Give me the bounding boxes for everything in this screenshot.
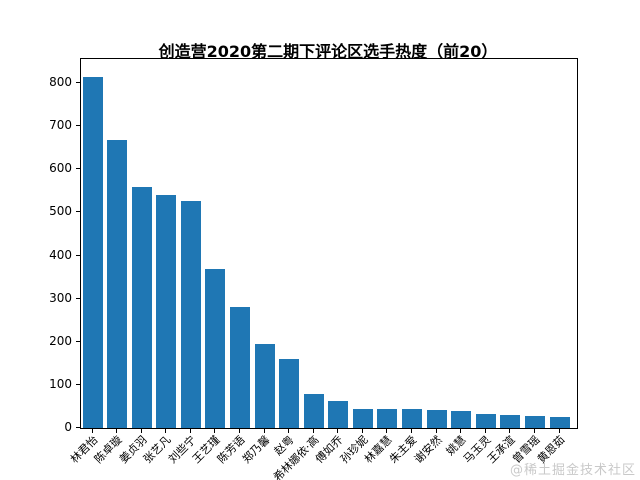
x-tick-mark bbox=[411, 429, 413, 433]
x-tick-mark bbox=[91, 429, 93, 433]
y-tick-mark bbox=[76, 297, 80, 299]
y-tick-mark bbox=[76, 82, 80, 84]
bar bbox=[328, 401, 349, 428]
y-tick-label: 300 bbox=[49, 290, 72, 305]
x-tick-mark bbox=[337, 429, 339, 433]
y-tick-label: 200 bbox=[49, 333, 72, 348]
chart-title: 创造营2020第二期下评论区选手热度（前20） bbox=[158, 42, 498, 61]
x-tick-mark bbox=[435, 429, 437, 433]
bar bbox=[451, 411, 472, 428]
y-tick-mark bbox=[76, 383, 80, 385]
x-tick-mark bbox=[189, 429, 191, 433]
y-tick-label: 0 bbox=[64, 420, 72, 434]
x-tick-mark bbox=[558, 429, 560, 433]
y-tick-mark bbox=[76, 125, 80, 127]
bar bbox=[475, 414, 496, 428]
y-tick-label: 700 bbox=[49, 118, 72, 133]
x-tick-mark bbox=[116, 429, 118, 433]
y-tick-label: 100 bbox=[49, 376, 72, 391]
x-tick-mark bbox=[484, 429, 486, 433]
bar bbox=[279, 359, 300, 428]
x-tick-mark bbox=[165, 429, 167, 433]
y-tick-label: 600 bbox=[49, 161, 72, 176]
bar bbox=[500, 415, 521, 428]
x-tick-mark bbox=[140, 429, 142, 433]
y-tick-label: 800 bbox=[49, 75, 72, 90]
bar bbox=[352, 409, 373, 428]
y-tick-mark bbox=[76, 211, 80, 213]
x-tick-mark bbox=[509, 429, 511, 433]
x-tick-mark bbox=[263, 429, 265, 433]
x-tick-mark bbox=[533, 429, 535, 433]
y-tick-mark bbox=[76, 168, 80, 170]
y-tick-label: 500 bbox=[49, 204, 72, 219]
bar bbox=[524, 416, 545, 428]
bar bbox=[549, 417, 570, 428]
x-tick-mark bbox=[460, 429, 462, 433]
bar bbox=[377, 409, 398, 428]
plot-area bbox=[80, 58, 578, 429]
bar bbox=[402, 409, 423, 428]
y-tick-label: 400 bbox=[49, 247, 72, 262]
bar bbox=[82, 77, 103, 428]
x-tick-mark bbox=[214, 429, 216, 433]
x-tick-mark bbox=[238, 429, 240, 433]
x-tick-mark bbox=[386, 429, 388, 433]
watermark: @稀土掘金技术社区 bbox=[509, 463, 636, 478]
bar bbox=[107, 140, 128, 428]
x-tick-mark bbox=[312, 429, 314, 433]
x-tick-mark bbox=[288, 429, 290, 433]
y-tick-mark bbox=[76, 340, 80, 342]
y-tick-mark bbox=[76, 427, 80, 428]
bar bbox=[426, 410, 447, 428]
bar bbox=[205, 269, 226, 428]
bar bbox=[254, 344, 275, 428]
bar bbox=[156, 195, 177, 428]
bar bbox=[229, 307, 250, 428]
x-tick-mark bbox=[361, 429, 363, 433]
bar bbox=[303, 394, 324, 428]
y-tick-mark bbox=[76, 254, 80, 256]
bar bbox=[180, 201, 201, 428]
bar bbox=[131, 187, 152, 428]
